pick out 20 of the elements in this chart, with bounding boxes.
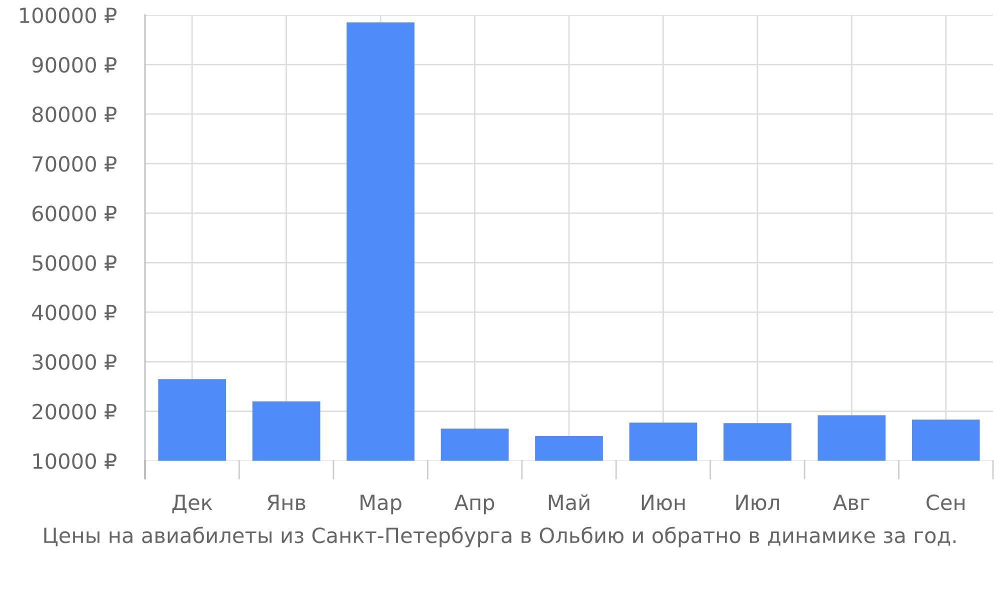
y-tick-label: 90000 ₽ bbox=[32, 56, 117, 73]
x-tick-label: Янв bbox=[268, 494, 306, 510]
x-tick-label: Дек bbox=[172, 494, 212, 514]
x-tick-label: Мар bbox=[360, 494, 402, 514]
y-tick-label: 10000 ₽ bbox=[33, 453, 117, 470]
y-tick-label: 100000 ₽ bbox=[20, 7, 117, 24]
x-tick-label: Май bbox=[548, 494, 590, 510]
x-tick-label: Июл bbox=[736, 494, 779, 510]
text: Цены на авиабилеты из Санкт-Петербурга в Ольбию и обратно в динамике за год. bbox=[44, 526, 956, 548]
x-tick-label: Июн bbox=[642, 494, 685, 510]
x-tick-label: Апр bbox=[454, 494, 494, 514]
x-tick-label: Сен bbox=[926, 494, 964, 510]
y-tick-label: 80000 ₽ bbox=[32, 106, 117, 122]
x-tick-label: Авг bbox=[833, 494, 870, 510]
y-tick-label: 50000 ₽ bbox=[32, 255, 117, 271]
y-tick-label: 30000 ₽ bbox=[32, 354, 117, 370]
y-tick-label: 60000 ₽ bbox=[32, 206, 117, 222]
y-tick-label: 70000 ₽ bbox=[32, 156, 117, 172]
y-tick-label: 40000 ₽ bbox=[32, 304, 117, 320]
y-tick-label: 20000 ₽ bbox=[32, 404, 117, 420]
